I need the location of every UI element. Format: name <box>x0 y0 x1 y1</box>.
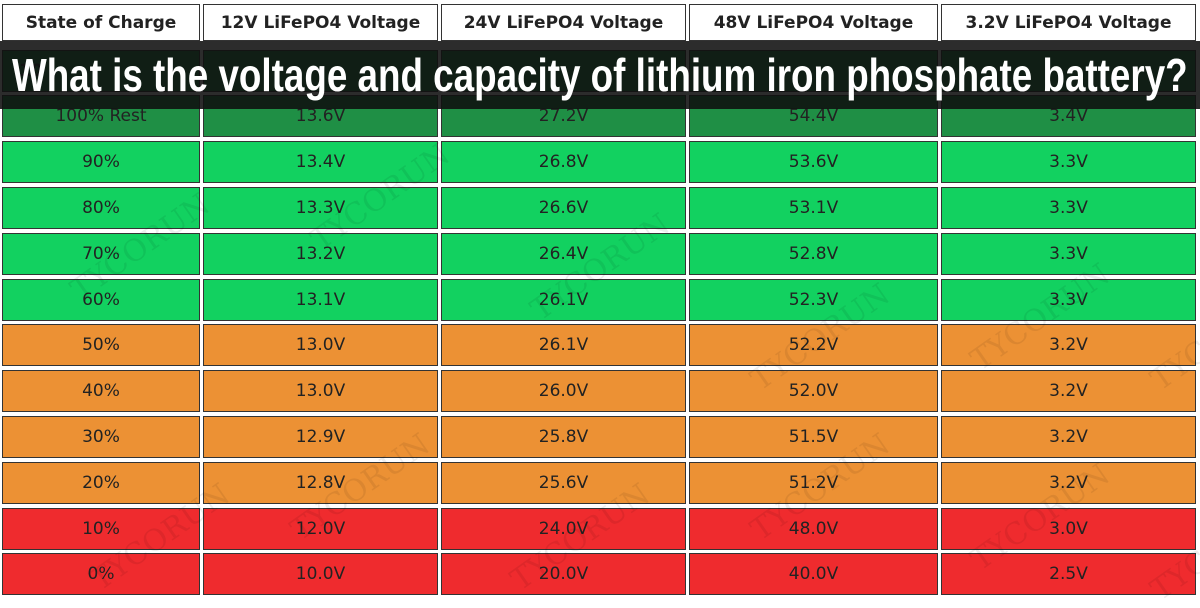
table-cell: 25.6V <box>441 461 686 504</box>
table-cell: 48.0V <box>689 507 938 550</box>
table-cell: 80% <box>2 186 200 229</box>
table-cell: 51.2V <box>689 461 938 504</box>
table-cell: 52.2V <box>689 324 938 367</box>
table-cell: 13.0V <box>203 370 438 413</box>
table-cell: 51.5V <box>689 415 938 458</box>
table-cell: 10% <box>2 507 200 550</box>
table-cell: 60% <box>2 278 200 321</box>
table-cell: 3.2V <box>941 370 1196 413</box>
header-cell: 3.2V LiFePO4 Voltage <box>941 4 1196 41</box>
table-cell: 24.0V <box>441 507 686 550</box>
table-cell: 26.4V <box>441 232 686 275</box>
table-cell: 53.1V <box>689 186 938 229</box>
table-cell: 13.4V <box>203 141 438 184</box>
table-cell: 26.6V <box>441 186 686 229</box>
table-cell: 26.1V <box>441 278 686 321</box>
table-cell: 3.2V <box>941 415 1196 458</box>
table-cell: 70% <box>2 232 200 275</box>
table-cell: 13.3V <box>203 186 438 229</box>
table-cell: 10.0V <box>203 553 438 596</box>
header-cell: 48V LiFePO4 Voltage <box>689 4 938 41</box>
table-cell: 26.8V <box>441 141 686 184</box>
table-cell: 52.8V <box>689 232 938 275</box>
table-cell: 53.6V <box>689 141 938 184</box>
table-cell: 26.0V <box>441 370 686 413</box>
table-cell: 13.0V <box>203 324 438 367</box>
table-cell: 40.0V <box>689 553 938 596</box>
table-cell: 3.3V <box>941 186 1196 229</box>
table-cell: 3.0V <box>941 507 1196 550</box>
banner-title: What is the voltage and capacity of lith… <box>12 49 1188 101</box>
table-cell: 50% <box>2 324 200 367</box>
table-cell: 13.2V <box>203 232 438 275</box>
table-cell: 90% <box>2 141 200 184</box>
table-cell: 26.1V <box>441 324 686 367</box>
table-cell: 12.9V <box>203 415 438 458</box>
table-cell: 40% <box>2 370 200 413</box>
header-cell: 24V LiFePO4 Voltage <box>441 4 686 41</box>
header-cell: State of Charge <box>2 4 200 41</box>
table-cell: 3.3V <box>941 278 1196 321</box>
table-cell: 3.3V <box>941 232 1196 275</box>
table-cell: 30% <box>2 415 200 458</box>
table-cell: 20.0V <box>441 553 686 596</box>
table-cell: 52.3V <box>689 278 938 321</box>
table-cell: 3.3V <box>941 141 1196 184</box>
table-cell: 52.0V <box>689 370 938 413</box>
title-banner: What is the voltage and capacity of lith… <box>0 41 1200 109</box>
table-cell: 12.8V <box>203 461 438 504</box>
header-cell: 12V LiFePO4 Voltage <box>203 4 438 41</box>
table-cell: 13.1V <box>203 278 438 321</box>
table-cell: 3.2V <box>941 324 1196 367</box>
table-cell: 3.2V <box>941 461 1196 504</box>
table-cell: 20% <box>2 461 200 504</box>
table-cell: 2.5V <box>941 553 1196 596</box>
table-cell: 0% <box>2 553 200 596</box>
table-cell: 25.8V <box>441 415 686 458</box>
table-cell: 12.0V <box>203 507 438 550</box>
